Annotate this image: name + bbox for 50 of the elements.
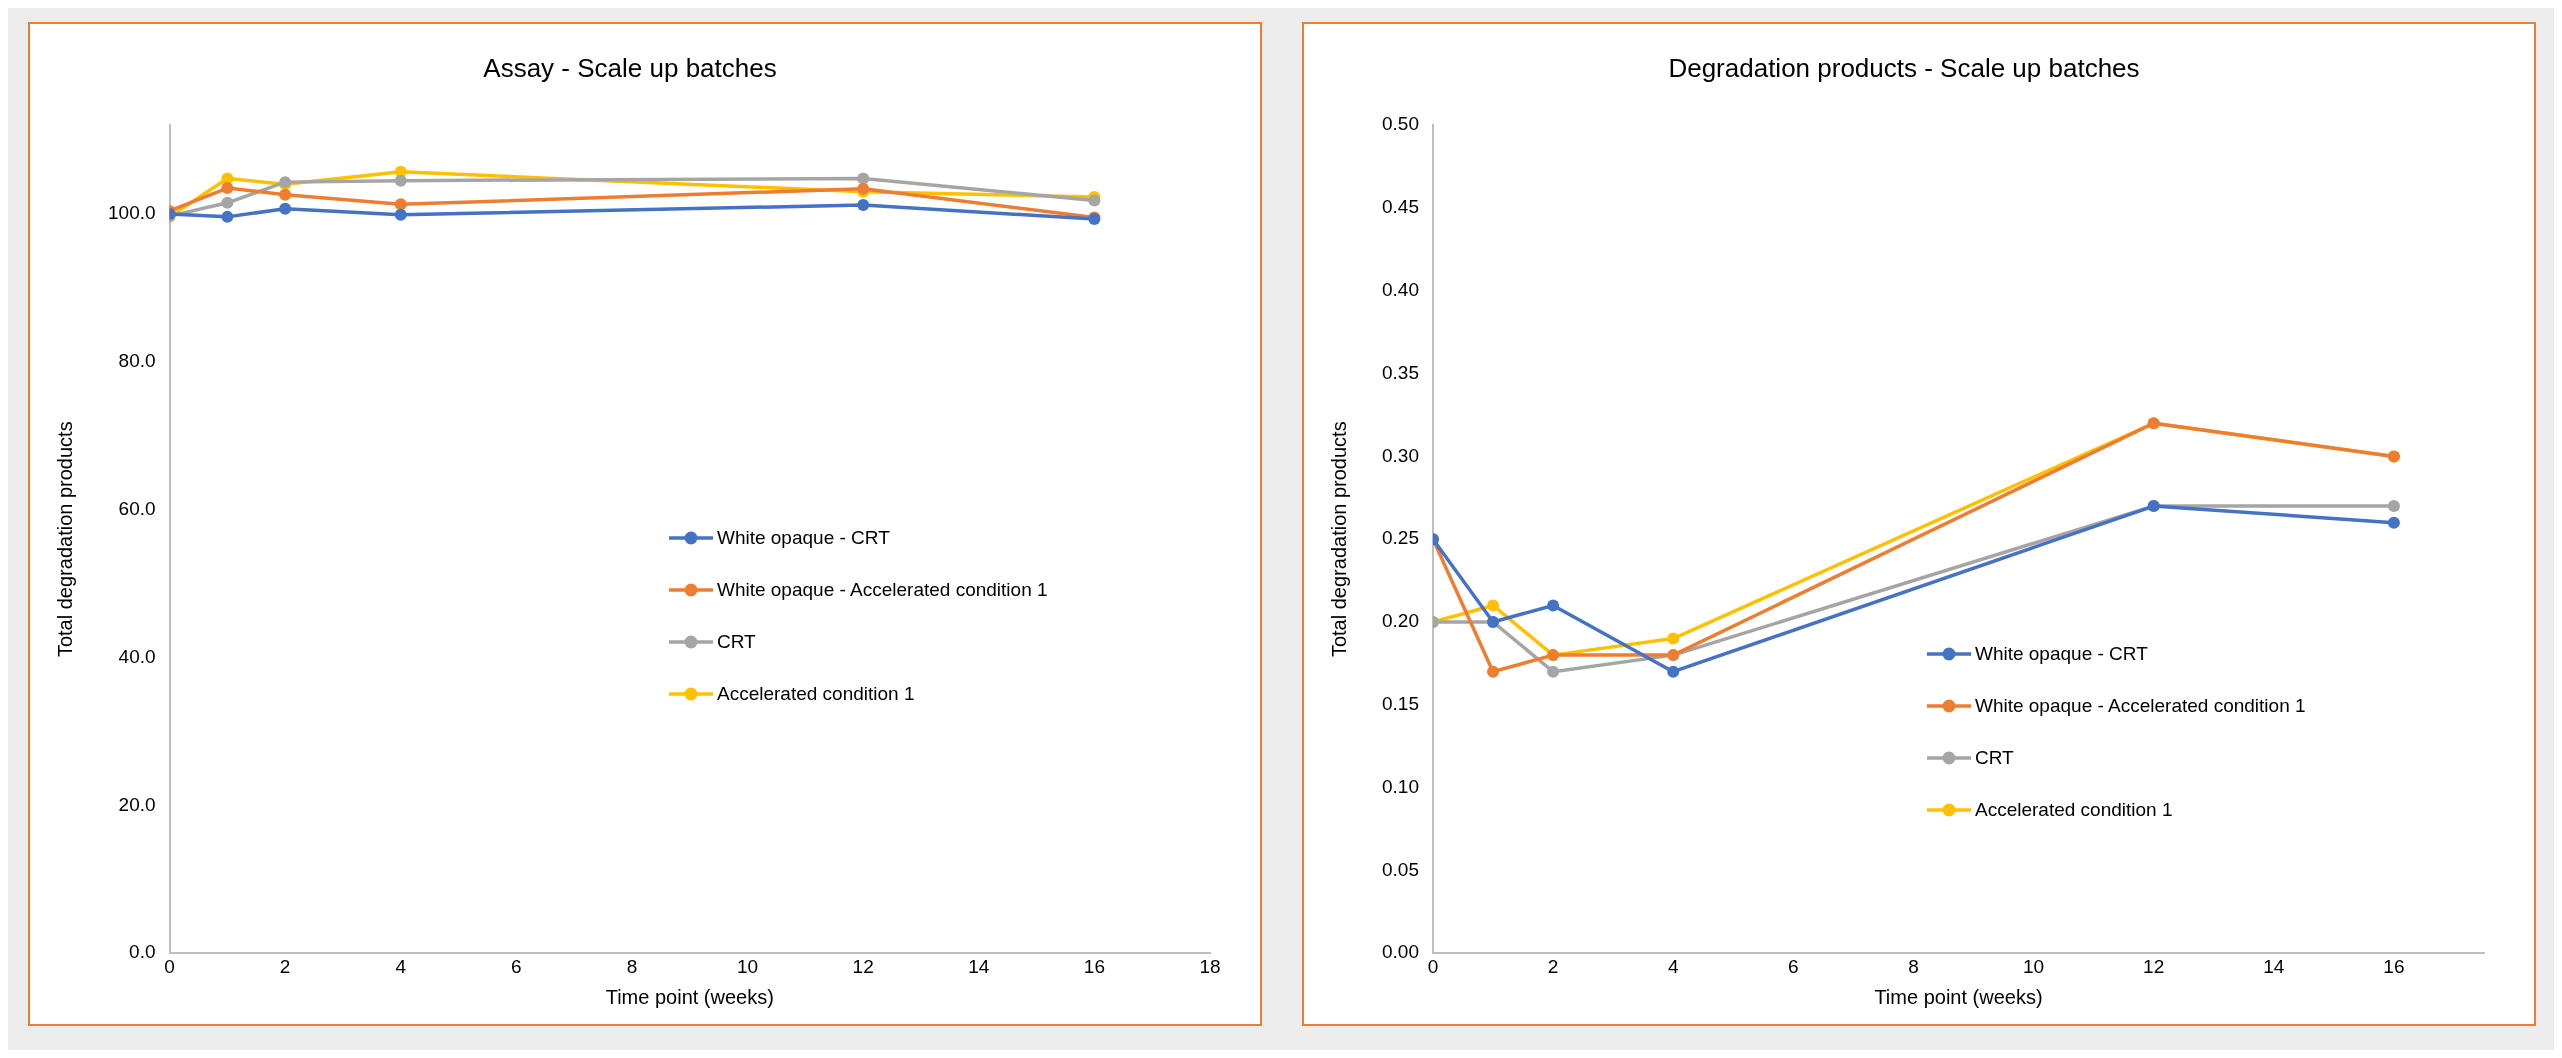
x-tick-label: 14 [2263, 955, 2285, 977]
legend-label: White opaque - CRT [716, 526, 890, 549]
y-tick-label: 0.40 [1382, 279, 1419, 301]
y-tick-label: 0.05 [1382, 858, 1419, 880]
y-axis-title: Total degradation products [53, 421, 76, 658]
y-tick-label: 0.35 [1382, 361, 1419, 383]
chart-title: Assay - Scale up batches [483, 52, 777, 83]
legend-label: CRT [716, 630, 756, 653]
y-tick-label: 60.0 [118, 497, 156, 519]
y-tick-label: 0.50 [1382, 113, 1419, 135]
x-tick-label: 10 [737, 955, 759, 977]
legend-label: White opaque - Accelerated condition 1 [716, 578, 1048, 601]
y-tick-label: 80.0 [118, 350, 156, 372]
chart-title: Degradation products - Scale up batches [1668, 52, 2140, 83]
x-axis-title: Time point (weeks) [1874, 985, 2043, 1008]
legend-label: Accelerated condition 1 [1974, 798, 2173, 821]
y-tick-label: 40.0 [118, 645, 156, 667]
x-tick-label: 16 [2383, 955, 2405, 977]
x-tick-label: 16 [1083, 955, 1105, 977]
x-axis-title: Time point (weeks) [605, 985, 774, 1008]
legend-label: CRT [1974, 746, 2014, 769]
x-tick-label: 6 [511, 955, 522, 977]
x-tick-label: 0 [164, 955, 175, 977]
y-tick-label: 20.0 [118, 793, 156, 815]
x-tick-label: 4 [395, 955, 407, 977]
x-tick-label: 12 [2143, 955, 2165, 977]
y-tick-label: 0.10 [1382, 775, 1419, 797]
y-tick-label: 0.30 [1382, 444, 1419, 466]
y-tick-label: 0.15 [1382, 693, 1419, 715]
x-tick-label: 18 [1199, 955, 1221, 977]
legend-label: White opaque - CRT [1974, 642, 2148, 665]
x-tick-label: 8 [1908, 955, 1919, 977]
y-axis-title: Total degradation products [1327, 421, 1350, 658]
x-tick-label: 6 [1788, 955, 1799, 977]
x-tick-label: 10 [2022, 955, 2045, 977]
x-tick-label: 8 [626, 955, 638, 977]
y-tick-label: 0.00 [1382, 941, 1419, 963]
legend-label: White opaque - Accelerated condition 1 [1974, 694, 2306, 717]
x-tick-label: 14 [968, 955, 990, 977]
x-tick-label: 0 [1427, 955, 1439, 977]
y-tick-label: 0.45 [1382, 196, 1419, 218]
x-tick-label: 2 [279, 955, 291, 977]
legend-label: Accelerated condition 1 [716, 682, 915, 705]
x-tick-label: 4 [1667, 955, 1679, 977]
y-tick-label: 0.20 [1382, 610, 1419, 632]
x-tick-label: 2 [1547, 955, 1559, 977]
y-tick-label: 0.25 [1382, 527, 1419, 549]
y-tick-label: 0.0 [129, 941, 156, 963]
x-tick-label: 12 [852, 955, 874, 977]
y-tick-label: 100.0 [108, 202, 156, 224]
